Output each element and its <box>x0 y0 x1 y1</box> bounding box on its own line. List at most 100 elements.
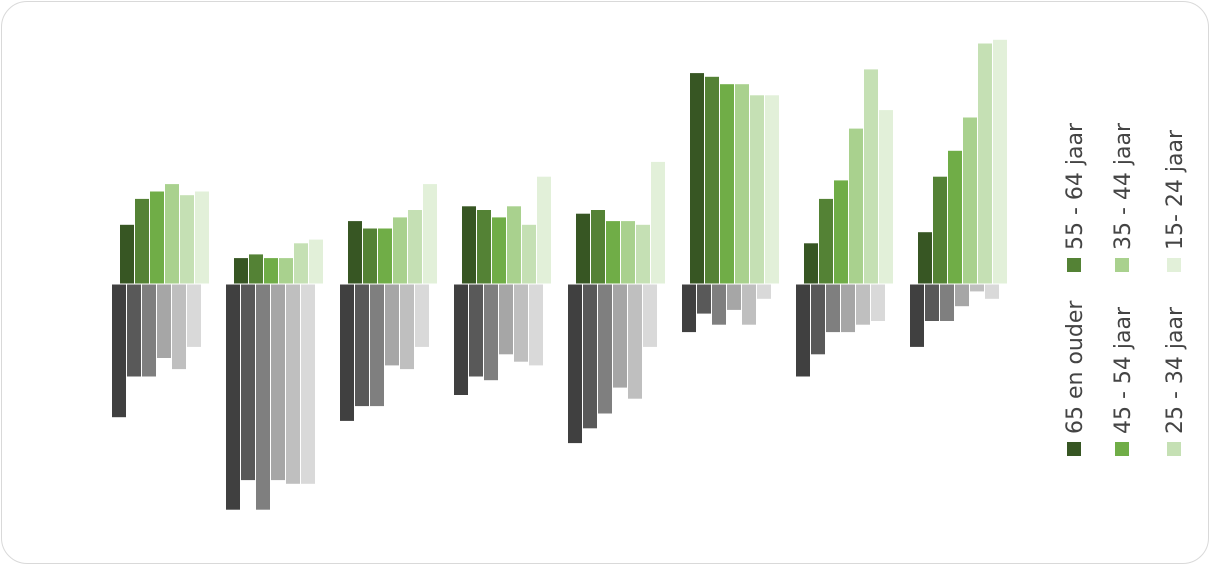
bar-negative-series-1-group-7 <box>796 284 810 377</box>
bar-15-24-jaar-group-5 <box>651 161 665 284</box>
legend-label-15-24-jaar: 15- 24 jaar <box>1163 129 1188 250</box>
bar-55-64-jaar-group-7 <box>819 198 833 284</box>
bar-45-54-jaar-group-3 <box>378 228 392 284</box>
legend-swatch-35-44-jaar <box>1115 258 1129 272</box>
bar-65-en-ouder-group-7 <box>804 243 818 284</box>
bar-negative-series-5-group-6 <box>742 284 756 325</box>
legend-swatch-25-34-jaar <box>1167 442 1181 456</box>
bar-55-64-jaar-group-1 <box>135 198 149 284</box>
bar-negative-series-2-group-2 <box>241 284 255 481</box>
bar-negative-series-2-group-4 <box>469 284 483 377</box>
bar-15-24-jaar-group-8 <box>993 39 1007 284</box>
bar-35-44-jaar-group-2 <box>279 258 293 284</box>
bar-negative-series-1-group-4 <box>454 284 468 395</box>
bar-25-34-jaar-group-4 <box>522 224 536 284</box>
bar-55-64-jaar-group-5 <box>591 210 605 284</box>
bar-negative-series-4-group-3 <box>385 284 399 366</box>
bar-negative-series-5-group-2 <box>286 284 300 484</box>
bar-65-en-ouder-group-3 <box>348 221 362 284</box>
bar-negative-series-2-group-7 <box>811 284 825 355</box>
bar-15-24-jaar-group-7 <box>879 110 893 284</box>
negative-bars <box>112 284 999 510</box>
bar-negative-series-3-group-3 <box>370 284 384 407</box>
legend-label-25-34-jaar: 25 - 34 jaar <box>1163 306 1188 434</box>
bar-35-44-jaar-group-1 <box>165 184 179 284</box>
bar-negative-series-6-group-7 <box>871 284 885 321</box>
legend-swatch-45-54-jaar <box>1115 442 1129 456</box>
bar-negative-series-1-group-1 <box>112 284 126 418</box>
bar-35-44-jaar-group-5 <box>621 221 635 284</box>
bar-15-24-jaar-group-1 <box>195 191 209 284</box>
bar-negative-series-1-group-3 <box>340 284 354 421</box>
bar-65-en-ouder-group-5 <box>576 213 590 284</box>
bar-65-en-ouder-group-4 <box>462 206 476 284</box>
bar-negative-series-5-group-5 <box>628 284 642 399</box>
bar-55-64-jaar-group-2 <box>249 254 263 284</box>
bar-negative-series-6-group-6 <box>757 284 771 299</box>
bar-negative-series-3-group-2 <box>256 284 270 510</box>
bar-negative-series-2-group-6 <box>697 284 711 314</box>
bar-45-54-jaar-group-4 <box>492 217 506 284</box>
bar-negative-series-5-group-3 <box>400 284 414 370</box>
bar-negative-series-6-group-8 <box>985 284 999 299</box>
bar-negative-series-5-group-4 <box>514 284 528 362</box>
bar-25-34-jaar-group-2 <box>294 243 308 284</box>
bar-35-44-jaar-group-3 <box>393 217 407 284</box>
bar-55-64-jaar-group-8 <box>933 176 947 284</box>
legend-swatch-65-en-ouder <box>1067 442 1081 456</box>
bar-15-24-jaar-group-6 <box>765 95 779 284</box>
bar-35-44-jaar-group-4 <box>507 206 521 284</box>
bar-negative-series-2-group-1 <box>127 284 141 377</box>
legend-label-55-64-jaar: 55 - 64 jaar <box>1063 122 1088 250</box>
legend-swatch-55-64-jaar <box>1067 258 1081 272</box>
bar-negative-series-1-group-5 <box>568 284 582 444</box>
bar-35-44-jaar-group-7 <box>849 128 863 284</box>
bar-25-34-jaar-group-8 <box>978 43 992 284</box>
bar-55-64-jaar-group-6 <box>705 76 719 284</box>
bar-55-64-jaar-group-4 <box>477 210 491 284</box>
bar-negative-series-3-group-5 <box>598 284 612 414</box>
bar-45-54-jaar-group-2 <box>264 258 278 284</box>
bar-negative-series-4-group-8 <box>955 284 969 307</box>
bar-negative-series-4-group-5 <box>613 284 627 388</box>
legend-label-65-en-ouder: 65 en ouder <box>1063 300 1088 434</box>
bar-negative-series-5-group-7 <box>856 284 870 325</box>
bar-negative-series-3-group-8 <box>940 284 954 321</box>
positive-bars <box>120 39 1007 285</box>
bar-15-24-jaar-group-3 <box>423 184 437 284</box>
legend: 65 en ouder 55 - 64 jaar 45 - 54 jaar 35 - … <box>1063 122 1188 456</box>
bar-65-en-ouder-group-2 <box>234 258 248 284</box>
bar-negative-series-4-group-2 <box>271 284 285 481</box>
bar-negative-series-6-group-3 <box>415 284 429 347</box>
bar-negative-series-3-group-7 <box>826 284 840 333</box>
bar-negative-series-4-group-4 <box>499 284 513 355</box>
bar-negative-series-2-group-8 <box>925 284 939 321</box>
bar-negative-series-5-group-1 <box>172 284 186 370</box>
bar-negative-series-1-group-2 <box>226 284 240 510</box>
bar-negative-series-2-group-3 <box>355 284 369 407</box>
bar-45-54-jaar-group-8 <box>948 150 962 284</box>
bar-negative-series-4-group-7 <box>841 284 855 333</box>
bar-25-34-jaar-group-6 <box>750 95 764 284</box>
bar-negative-series-3-group-1 <box>142 284 156 377</box>
bar-negative-series-5-group-8 <box>970 284 984 292</box>
bar-negative-series-1-group-6 <box>682 284 696 333</box>
bar-65-en-ouder-group-1 <box>120 224 134 284</box>
bar-25-34-jaar-group-1 <box>180 195 194 284</box>
bar-65-en-ouder-group-6 <box>690 73 704 284</box>
bar-55-64-jaar-group-3 <box>363 228 377 284</box>
bar-25-34-jaar-group-7 <box>864 69 878 285</box>
bar-65-en-ouder-group-8 <box>918 232 932 284</box>
bar-negative-series-6-group-4 <box>529 284 543 366</box>
bar-45-54-jaar-group-1 <box>150 191 164 284</box>
bar-15-24-jaar-group-2 <box>309 239 323 284</box>
bar-15-24-jaar-group-4 <box>537 176 551 284</box>
bar-negative-series-3-group-4 <box>484 284 498 381</box>
bar-35-44-jaar-group-6 <box>735 84 749 284</box>
bar-negative-series-6-group-5 <box>643 284 657 347</box>
bar-negative-series-6-group-1 <box>187 284 201 347</box>
bar-negative-series-6-group-2 <box>301 284 315 484</box>
bar-negative-series-4-group-1 <box>157 284 171 358</box>
bar-negative-series-4-group-6 <box>727 284 741 310</box>
